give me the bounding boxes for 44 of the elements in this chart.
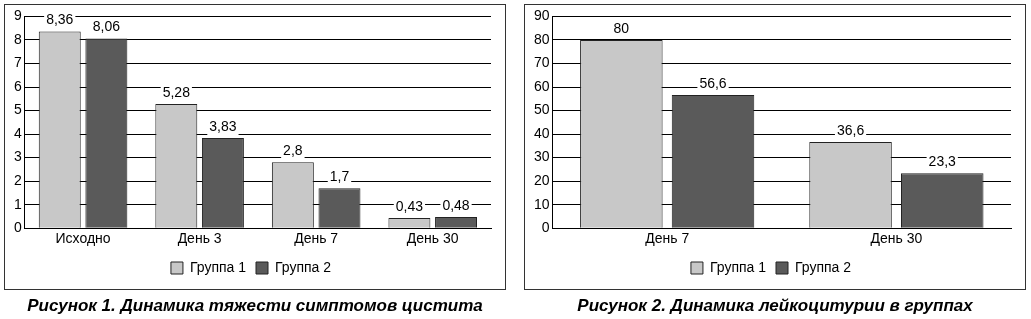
text: Рисунок 1. Динамика тяжести симптомов цистита <box>26 296 484 316</box>
y-tick-label: 30 <box>533 148 550 165</box>
x-tick-label: День 30 <box>870 230 923 247</box>
data-label: 56,6 <box>699 74 727 91</box>
data-label: 80 <box>613 19 630 36</box>
x-tick-label: День 7 <box>645 230 690 247</box>
legend-label: Группа 2 <box>795 258 852 275</box>
data-label: 23,3 <box>928 153 957 170</box>
legend-label: Группа 2 <box>275 258 332 275</box>
y-tick-label: 90 <box>533 7 550 24</box>
legend-label: Группа 1 <box>709 258 767 275</box>
y-tick-label: 0 <box>541 219 550 236</box>
data-label: 5,28 <box>162 83 191 100</box>
y-tick-label: 2 <box>13 171 22 188</box>
data-label: 0,43 <box>395 197 424 214</box>
y-tick-label: 7 <box>13 54 22 71</box>
y-tick-label: 0 <box>13 219 22 236</box>
y-tick-label: 10 <box>533 195 550 212</box>
x-tick-label: День 3 <box>177 230 222 247</box>
x-tick-label: Исходно <box>55 230 111 247</box>
y-tick-label: 3 <box>13 148 22 165</box>
data-label: 8,36 <box>46 11 74 28</box>
data-label: 36,6 <box>836 121 865 138</box>
y-tick-label: 9 <box>13 7 22 24</box>
y-tick-label: 40 <box>533 124 550 141</box>
data-label: 2,8 <box>283 142 303 159</box>
y-tick-label: 80 <box>533 30 550 47</box>
y-tick-label: 8 <box>13 30 22 47</box>
legend-label: Группа 1 <box>189 258 247 275</box>
data-label: 0,48 <box>442 196 470 213</box>
y-tick-label: 4 <box>13 124 22 141</box>
y-tick-label: 70 <box>533 54 550 71</box>
y-tick-label: 20 <box>533 171 550 188</box>
data-label: 8,06 <box>92 18 121 35</box>
y-tick-label: 50 <box>533 101 550 118</box>
y-tick-label: 6 <box>13 77 22 94</box>
y-tick-label: 60 <box>533 77 550 94</box>
data-label: 1,7 <box>329 168 350 185</box>
x-tick-label: День 30 <box>406 230 459 247</box>
x-tick-label: День 7 <box>294 230 339 247</box>
y-tick-label: 5 <box>13 101 22 118</box>
data-label: 3,83 <box>209 117 237 134</box>
y-tick-label: 1 <box>13 195 22 212</box>
text: Рисунок 2. Динамика лейкоцитурии в группах <box>576 296 974 316</box>
